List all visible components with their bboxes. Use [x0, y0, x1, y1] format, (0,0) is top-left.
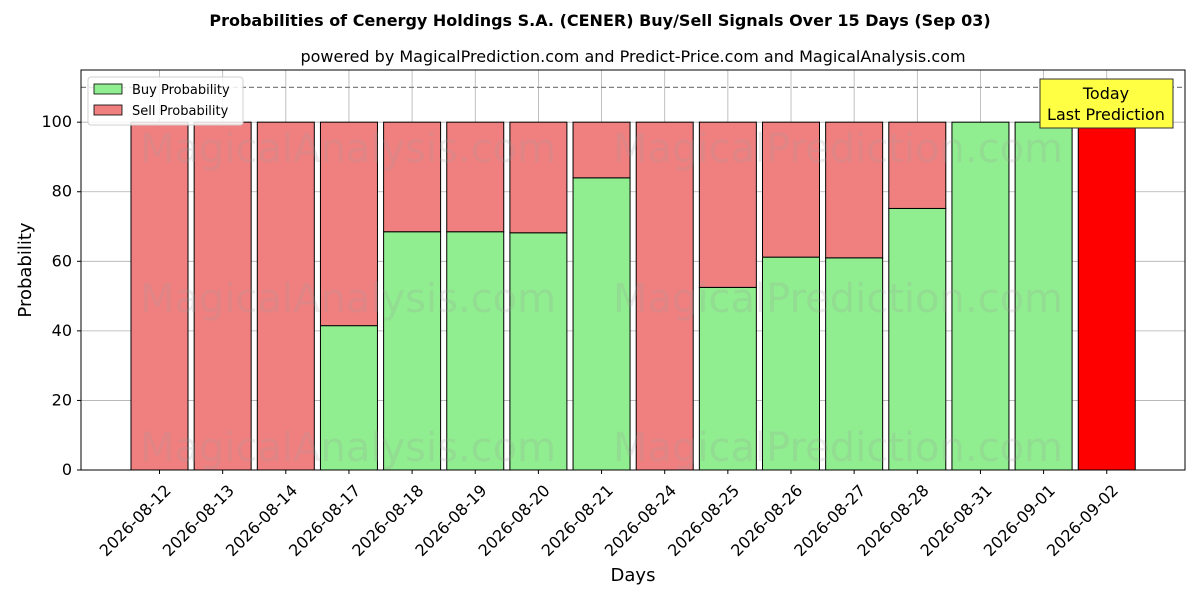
bar-sell — [319, 121, 378, 327]
bar-buy — [762, 256, 820, 471]
legend-box — [87, 76, 244, 126]
bar-sell — [383, 121, 442, 233]
legend: Buy Probability Sell Probability — [87, 76, 244, 126]
watermark-text: MagicalPrediction.com — [613, 126, 1063, 172]
bar-today-highlight — [1077, 121, 1136, 471]
bar-buy — [319, 325, 378, 471]
y-axis-label: Probability — [15, 222, 36, 317]
legend-label: Sell Probability — [132, 104, 229, 119]
annotation-line-1: Today — [1082, 84, 1129, 103]
y-tick-label: 60 — [52, 251, 72, 270]
watermark-text: MagicalAnalysis.com — [140, 276, 556, 322]
bar-buy — [383, 231, 442, 471]
bar-sell — [888, 121, 947, 209]
bar-sell — [193, 121, 252, 471]
y-tick-label: 100 — [41, 112, 72, 131]
y-tick-label: 0 — [62, 460, 72, 479]
bar-buy — [825, 257, 884, 471]
y-tick-label: 20 — [52, 390, 72, 409]
legend-swatch — [93, 104, 123, 116]
bar-sell — [446, 121, 505, 233]
bar-buy — [888, 207, 947, 471]
annotation-box — [1039, 78, 1174, 129]
chart-title: Probabilities of Cenergy Holdings S.A. (… — [209, 11, 990, 30]
bar-buy — [951, 121, 1010, 471]
bars-group — [130, 121, 1136, 471]
y-tick-label: 40 — [52, 321, 72, 340]
bar-sell — [635, 121, 694, 471]
bar-sell — [825, 121, 884, 259]
y-ticks-group: 0 20 40 60 80 100 — [41, 112, 81, 479]
bar-sell — [572, 121, 631, 179]
bar-buy — [509, 232, 568, 471]
annotation-line-2: Last Prediction — [1047, 105, 1165, 124]
watermark-text: MagicalPrediction.com — [613, 276, 1063, 322]
watermark-text: MagicalPrediction.com — [613, 425, 1063, 471]
bar-buy — [572, 177, 631, 471]
bar-sell — [256, 121, 315, 471]
bar-sell — [698, 121, 757, 288]
watermarks-group: MagicalAnalysis.com MagicalPrediction.com… — [140, 126, 1063, 471]
bar-sell — [130, 121, 189, 471]
bar-buy — [446, 231, 505, 471]
chart-subtitle: powered by MagicalPrediction.com and Pre… — [300, 47, 965, 66]
bar-buy — [698, 286, 757, 471]
y-tick-label: 80 — [52, 182, 72, 201]
watermark-text: MagicalAnalysis.com — [140, 425, 556, 471]
bar-sell — [762, 121, 820, 258]
legend-label: Buy Probability — [132, 83, 230, 98]
annotation-group: Today Last Prediction — [1039, 78, 1174, 129]
plot-frame — [80, 69, 1186, 471]
x-ticks-group: 2026-08-122026-08-132026-08-142026-08-17… — [96, 470, 1122, 560]
bar-buy — [1014, 121, 1073, 471]
legend-swatch — [93, 83, 123, 95]
watermark-text: MagicalAnalysis.com — [140, 126, 556, 172]
bar-sell — [509, 121, 568, 234]
x-axis-label: Days — [611, 565, 656, 586]
